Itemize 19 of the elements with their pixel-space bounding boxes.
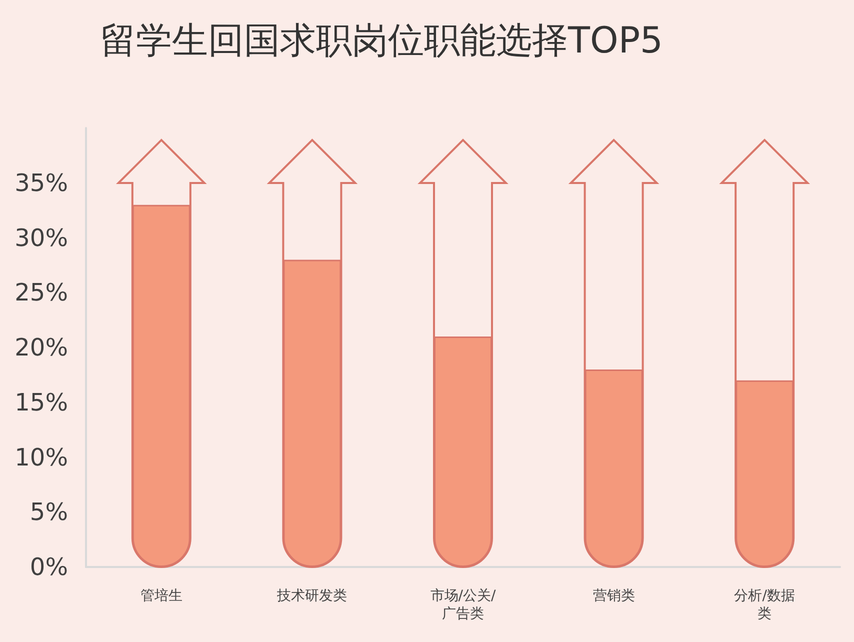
x-tick-label: 管培生 (140, 588, 182, 604)
y-tick-label: 15% (14, 388, 68, 416)
chart-title: 留学生回国求职岗位职能选择TOP5 (100, 20, 663, 62)
bar (736, 380, 794, 567)
bar (132, 204, 190, 567)
bar (283, 260, 342, 567)
bar (434, 336, 492, 567)
y-tick-label: 25% (14, 278, 68, 307)
x-tick-label: 市场/公关/广告类 (430, 588, 496, 622)
y-tick-label: 10% (14, 443, 68, 472)
y-tick-label: 20% (14, 334, 68, 362)
y-tick-label: 0% (30, 553, 68, 581)
bar (584, 369, 643, 567)
x-tick-label: 分析/数据类 (734, 588, 795, 622)
y-tick-label: 35% (14, 168, 68, 197)
y-tick-label: 5% (30, 498, 68, 526)
y-tick-label: 30% (14, 224, 68, 252)
x-tick-label: 营销类 (592, 588, 635, 604)
x-tick-label: 技术研发类 (276, 588, 348, 604)
